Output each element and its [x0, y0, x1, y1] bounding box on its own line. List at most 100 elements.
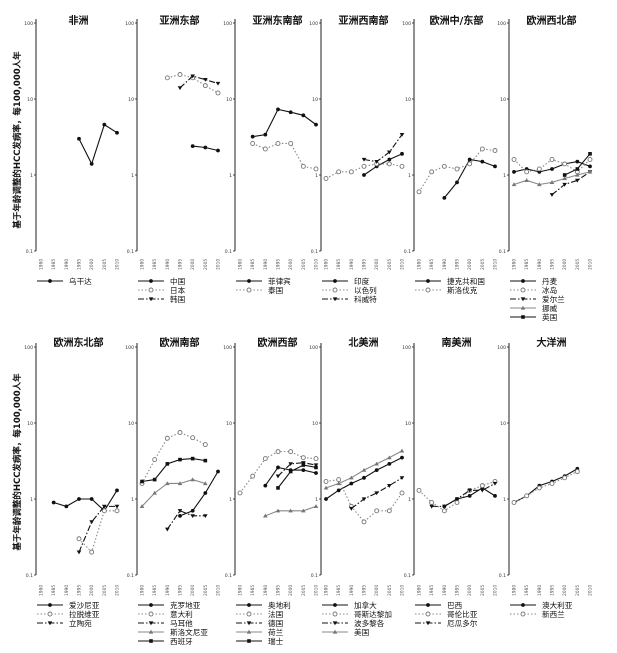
data-point	[524, 493, 530, 499]
data-point	[203, 481, 208, 486]
x-tick-label: 1995	[455, 259, 461, 270]
legend-label: 立陶宛	[69, 618, 92, 628]
x-tick-label: 1980	[512, 585, 518, 596]
y-tick-label: 100	[223, 345, 232, 351]
panel-title: 欧洲中/东部	[430, 14, 484, 27]
data-point	[288, 462, 293, 467]
data-point	[215, 90, 221, 96]
y-tick-label: 0.1	[404, 573, 411, 579]
data-point	[215, 81, 221, 86]
legend-label: 科威特	[354, 294, 377, 304]
legend-marker	[148, 611, 154, 617]
legend-label: 乌干达	[69, 276, 92, 286]
data-point	[190, 74, 195, 79]
y-tick-label: 1	[408, 497, 411, 503]
data-point	[374, 508, 380, 514]
x-tick-label: 1990	[537, 259, 543, 270]
x-tick-label: 2000	[190, 585, 196, 596]
x-tick-label: 1990	[64, 259, 70, 270]
legend-label: 加拿大	[354, 600, 377, 610]
data-point	[399, 476, 405, 481]
chart-panel: 亚洲西南部 100 10 1 0.1 1980 1985 1990 1995 2000 2005 20…	[309, 14, 405, 304]
legend-label: 挪威	[542, 303, 558, 313]
x-tick-label: 2010	[115, 585, 121, 596]
data-point	[480, 488, 485, 493]
legend-label: 斯洛伐克	[447, 285, 478, 295]
data-point	[288, 508, 293, 513]
x-tick-label: 2005	[301, 585, 307, 596]
data-point	[314, 471, 318, 475]
legend-marker	[47, 611, 53, 617]
y-tick-label: 100	[497, 345, 506, 351]
legend-marker	[149, 603, 153, 607]
y-tick-label: 10	[27, 97, 33, 103]
data-point	[275, 449, 281, 455]
data-point	[429, 169, 435, 175]
y-tick-label: 1	[315, 497, 318, 503]
series-line	[141, 479, 206, 507]
series-line	[431, 483, 496, 507]
data-point	[455, 180, 459, 185]
data-point	[115, 488, 119, 493]
y-tick-label: 100	[402, 21, 411, 27]
data-point	[524, 169, 530, 175]
y-tick-label: 10	[500, 97, 506, 103]
data-point	[387, 484, 392, 488]
data-point	[314, 465, 318, 470]
legend-label: 新西兰	[542, 609, 565, 619]
data-point	[429, 500, 435, 505]
data-point	[549, 180, 555, 184]
series-line	[78, 505, 117, 553]
y-tick-label: 0.1	[26, 573, 33, 579]
data-point	[536, 166, 542, 172]
data-point	[349, 475, 354, 480]
data-point	[276, 107, 280, 112]
x-tick-label: 2010	[493, 585, 499, 596]
x-tick-label: 1985	[152, 585, 158, 596]
legend-label: 澳大利亚	[542, 600, 573, 610]
data-point	[399, 163, 405, 169]
data-point	[202, 442, 208, 448]
legend-marker	[333, 603, 337, 607]
x-tick-label: 1990	[349, 259, 355, 270]
data-point	[386, 508, 392, 514]
chart-panel: 欧洲中/东部 100 10 1 0.1 1980 1985 1990 1995 2000 2005 2…	[402, 14, 498, 295]
data-point	[492, 481, 498, 486]
x-tick-label: 2000	[89, 585, 95, 596]
chart-panel: 亚洲东部 100 10 1 0.1 1980 1985 1990 1995 2000 2005 201…	[125, 14, 221, 304]
data-point	[467, 161, 473, 167]
series-line	[78, 123, 118, 166]
x-tick-label: 2005	[480, 585, 486, 596]
data-point	[588, 152, 592, 156]
data-point	[511, 500, 517, 505]
series-line	[252, 142, 317, 170]
data-point	[275, 141, 281, 146]
data-point	[77, 136, 81, 141]
legend-label: 波多黎各	[354, 618, 385, 628]
x-tick-label: 1980	[39, 259, 45, 270]
data-point	[323, 485, 329, 490]
y-tick-label: 100	[497, 21, 506, 27]
y-tick-label: 100	[24, 21, 33, 27]
x-tick-label: 1990	[165, 259, 171, 270]
data-point	[190, 144, 195, 149]
data-point	[203, 514, 208, 519]
legend-label: 荷兰	[268, 627, 284, 637]
data-point	[323, 176, 329, 181]
y-tick-label: 100	[309, 345, 318, 351]
legend-marker	[333, 279, 337, 283]
y-axis-label-bottom: 基于年龄调整的HCC发病率，每100,000人年	[12, 373, 23, 552]
legend-marker	[246, 611, 252, 617]
legend-marker	[148, 621, 154, 626]
chart-panel: 南美洲 100 10 1 0.1 1980 1985 1990 1995 2000 2005 2010…	[402, 336, 498, 628]
x-tick-label: 1980	[238, 259, 244, 270]
data-point	[349, 506, 354, 511]
legend-label: 巴西	[447, 601, 463, 610]
x-tick-label: 2000	[288, 259, 294, 270]
y-tick-label: 0.1	[26, 249, 33, 255]
legend-label: 法国	[268, 609, 283, 619]
data-point	[361, 519, 367, 525]
x-tick-label: 2000	[288, 585, 294, 596]
data-point	[152, 490, 157, 495]
x-tick-label: 1985	[336, 585, 342, 596]
